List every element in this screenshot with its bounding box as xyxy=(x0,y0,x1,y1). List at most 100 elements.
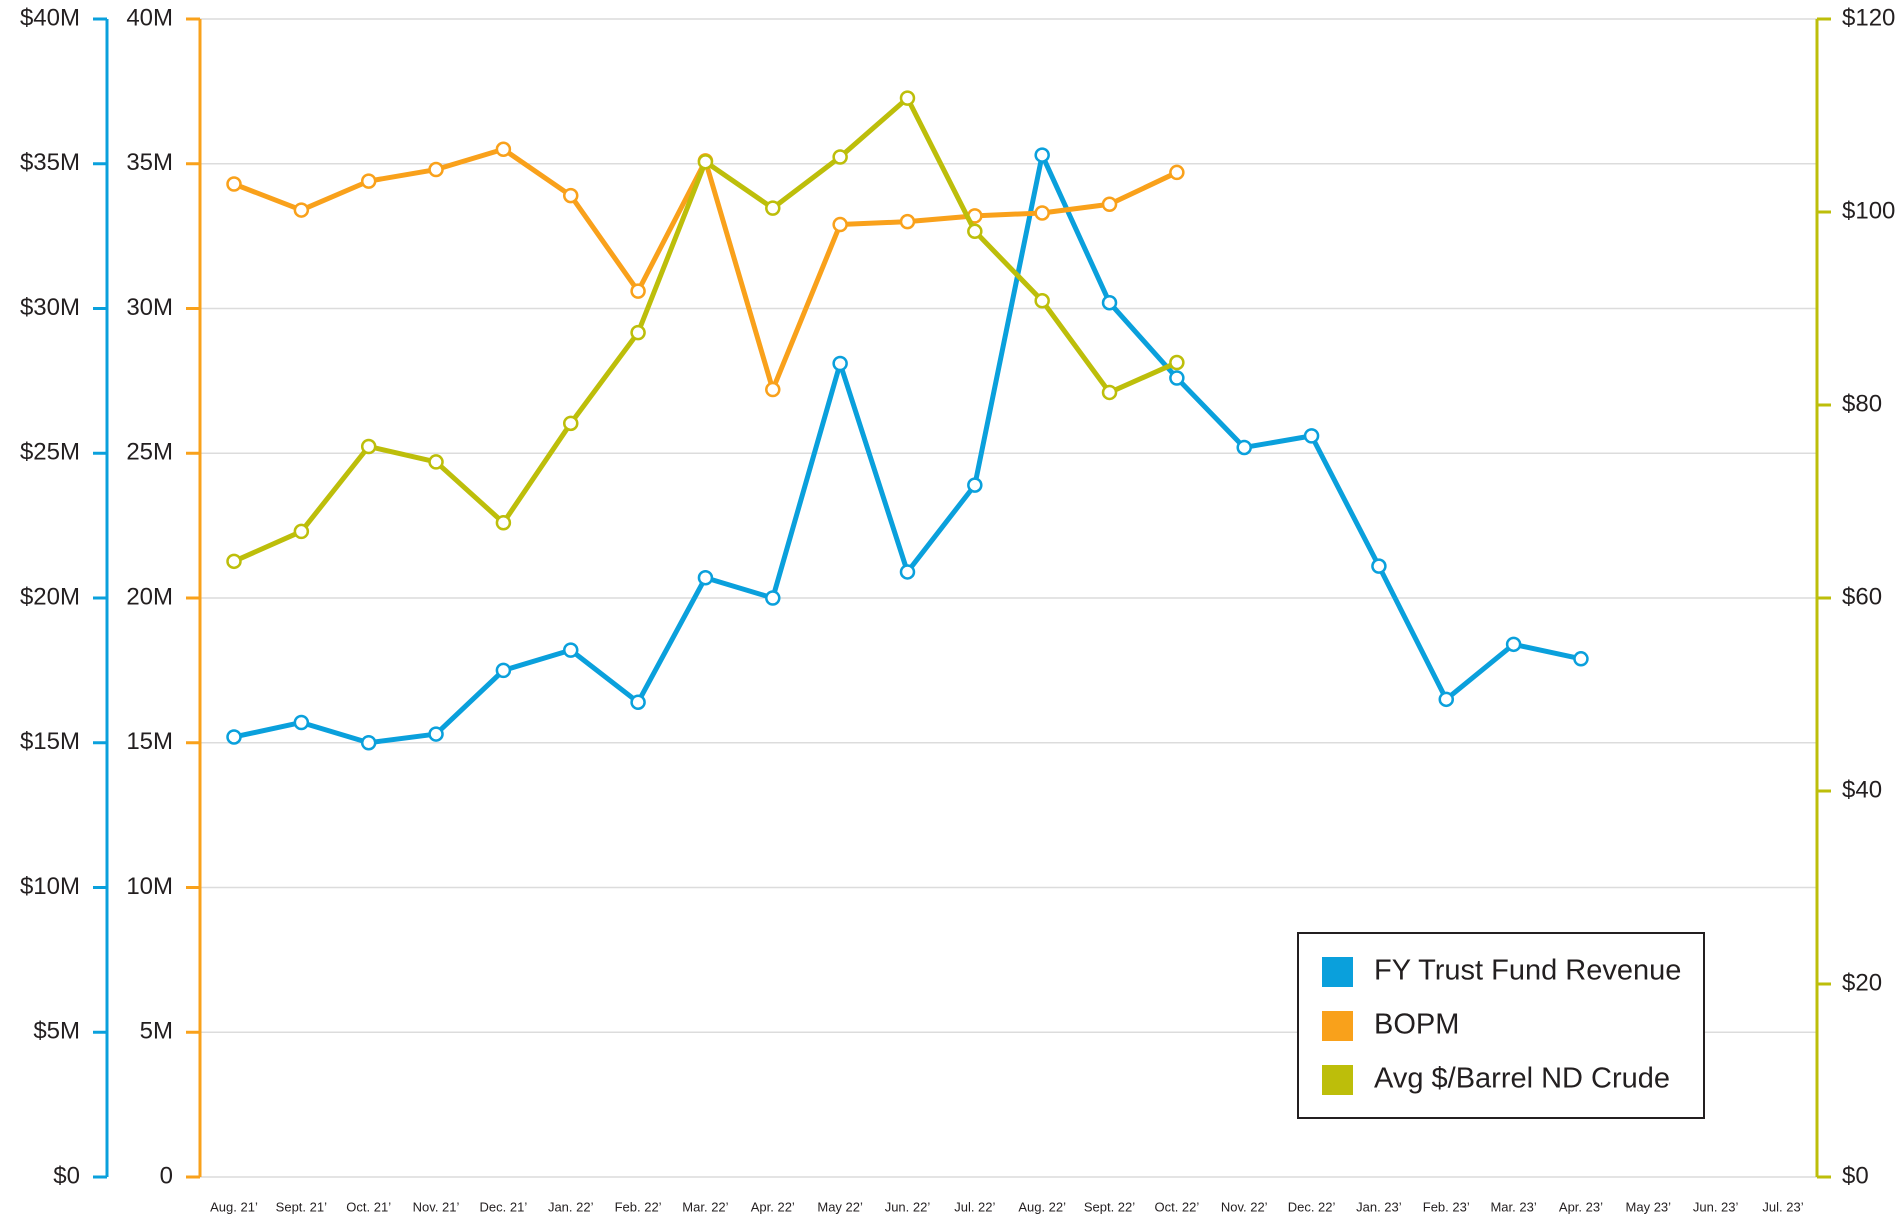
data-point xyxy=(1573,651,1589,667)
data-point xyxy=(226,729,242,745)
data-point xyxy=(1101,196,1118,213)
tick-label: $15M xyxy=(20,728,80,755)
data-point xyxy=(495,141,512,158)
tick-label: $100 xyxy=(1842,197,1895,224)
data-point xyxy=(899,564,916,580)
legend-box xyxy=(1297,932,1705,1119)
data-point xyxy=(1169,370,1185,386)
tick-label: $40M xyxy=(20,4,80,31)
tick-label: $10M xyxy=(20,873,80,900)
data-point xyxy=(360,173,377,189)
data-point xyxy=(226,176,242,192)
x-tick-label: Dec. 21’ xyxy=(480,1199,528,1214)
x-tick-label: Sept. 21’ xyxy=(276,1199,327,1214)
legend-swatch xyxy=(1322,1065,1353,1095)
x-tick-label: Aug. 22’ xyxy=(1018,1199,1066,1214)
data-point xyxy=(428,726,444,742)
data-point xyxy=(832,355,848,372)
data-point xyxy=(967,223,983,240)
x-tick-label: May 23’ xyxy=(1626,1199,1672,1214)
tick-label: $25M xyxy=(20,439,80,466)
x-tick-label: Jun. 23’ xyxy=(1693,1199,1739,1214)
tick-label: $5M xyxy=(33,1018,80,1045)
data-point xyxy=(630,283,646,299)
data-point xyxy=(1169,354,1185,371)
x-tick-label: Sept. 22’ xyxy=(1084,1199,1135,1214)
data-point xyxy=(293,202,310,218)
tick-label: $0 xyxy=(53,1162,80,1189)
data-point xyxy=(1034,147,1050,163)
legend-swatch xyxy=(1322,957,1353,987)
x-tick-label: May 22’ xyxy=(817,1199,863,1214)
data-point xyxy=(967,477,983,493)
tick-label: 35M xyxy=(126,149,173,176)
tick-label: $20 xyxy=(1842,969,1882,996)
x-tick-label: Dec. 22’ xyxy=(1288,1199,1336,1214)
legend-swatch xyxy=(1322,1011,1353,1041)
tick-label: 10M xyxy=(126,873,173,900)
data-point xyxy=(1169,164,1185,181)
tick-label: $35M xyxy=(20,149,80,176)
data-point xyxy=(630,324,646,341)
tick-label: $40 xyxy=(1842,776,1882,803)
legend-label: BOPM xyxy=(1374,1009,1459,1041)
data-point xyxy=(765,200,781,216)
tick-label: $0 xyxy=(1842,1162,1869,1189)
x-tick-label: Mar. 23’ xyxy=(1490,1199,1536,1214)
data-point xyxy=(562,187,579,204)
data-point xyxy=(495,662,512,679)
x-tick-label: Jan. 23’ xyxy=(1356,1199,1402,1214)
data-point xyxy=(1438,691,1455,708)
x-tick-label: Mar. 22’ xyxy=(682,1199,728,1214)
data-point xyxy=(293,523,310,540)
data-point xyxy=(899,213,916,230)
data-point xyxy=(1034,205,1050,221)
legend-label: Avg $/Barrel ND Crude xyxy=(1374,1063,1670,1095)
tick-label: 40M xyxy=(126,4,173,31)
x-tick-label: Oct. 21’ xyxy=(346,1199,391,1214)
tick-label: 15M xyxy=(126,728,173,755)
tick-label: $30M xyxy=(20,294,80,321)
tick-label: $20M xyxy=(20,583,80,610)
tick-label: $60 xyxy=(1842,583,1882,610)
x-tick-label: Apr. 22’ xyxy=(751,1199,795,1214)
data-point xyxy=(899,90,916,106)
tick-label: 20M xyxy=(126,583,173,610)
data-point xyxy=(428,161,444,178)
data-point xyxy=(1101,294,1118,311)
x-tick-label: Jul. 23’ xyxy=(1762,1199,1803,1214)
tick-label: 30M xyxy=(126,294,173,321)
tick-label: $120 xyxy=(1842,4,1895,31)
x-tick-label: Feb. 22’ xyxy=(615,1199,662,1214)
series-line xyxy=(233,152,1582,746)
x-tick-label: Jul. 22’ xyxy=(954,1199,995,1214)
tick-label: 0 xyxy=(160,1162,173,1189)
data-point xyxy=(832,216,848,233)
data-point xyxy=(1034,293,1050,309)
data-point xyxy=(226,553,242,570)
x-tick-label: Apr. 23’ xyxy=(1559,1199,1603,1214)
data-point xyxy=(562,415,579,432)
data-point xyxy=(360,438,377,455)
tick-label: 5M xyxy=(140,1018,173,1045)
x-tick-label: Oct. 22’ xyxy=(1154,1199,1199,1214)
data-point xyxy=(765,381,781,398)
x-tick-label: Jun. 22’ xyxy=(885,1199,931,1214)
data-point xyxy=(1303,428,1320,444)
data-point xyxy=(1236,439,1252,456)
tick-label: $80 xyxy=(1842,390,1882,417)
data-point xyxy=(360,735,377,751)
data-point xyxy=(697,154,714,170)
data-point xyxy=(832,149,848,165)
data-point xyxy=(562,642,579,658)
x-tick-label: Aug. 21’ xyxy=(210,1199,258,1214)
x-tick-label: Nov. 21’ xyxy=(413,1199,460,1214)
data-point xyxy=(630,694,646,710)
data-point xyxy=(1371,558,1387,574)
data-point xyxy=(697,569,714,586)
x-tick-label: Nov. 22’ xyxy=(1221,1199,1268,1214)
data-point xyxy=(765,590,781,606)
tick-label: 25M xyxy=(126,439,173,466)
